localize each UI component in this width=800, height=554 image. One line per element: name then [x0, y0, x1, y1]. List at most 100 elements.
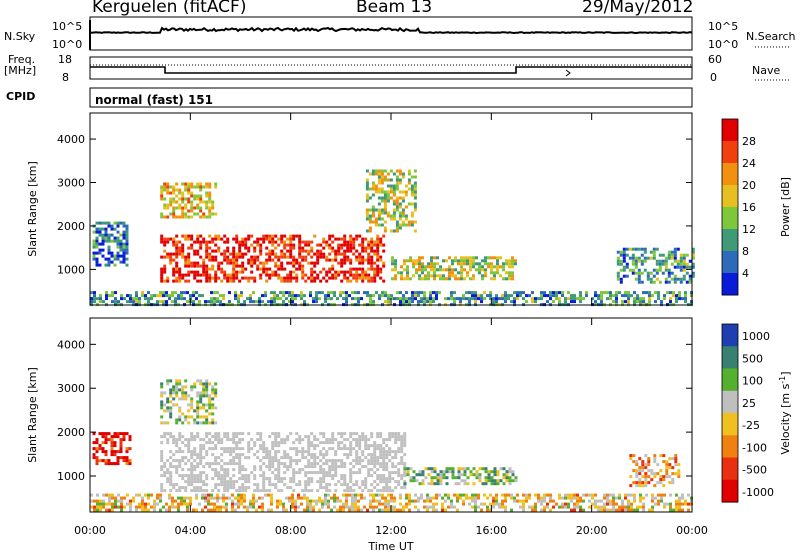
scatter-cell — [190, 438, 194, 442]
scatter-cell — [340, 243, 344, 247]
scatter-cell — [679, 256, 683, 260]
scatter-cell — [493, 265, 496, 269]
scatter-cell — [546, 493, 549, 497]
scatter-cell — [370, 432, 374, 436]
scatter-cell — [385, 489, 389, 493]
scatter-cell — [313, 279, 317, 283]
scatter-cell — [627, 502, 630, 506]
scatter-cell — [286, 243, 290, 247]
scatter-cell — [672, 508, 675, 512]
y-axis-label: Slant Range [km] — [26, 367, 39, 463]
scatter-cell — [129, 502, 132, 506]
scatter-cell — [636, 294, 639, 298]
scatter-cell — [160, 465, 164, 469]
scatter-cell — [364, 465, 368, 469]
scatter-cell — [484, 256, 487, 260]
scatter-cell — [475, 256, 478, 260]
scatter-cell — [211, 206, 215, 210]
scatter-cell — [394, 435, 398, 439]
scatter-cell — [199, 391, 203, 395]
scatter-cell — [220, 483, 224, 487]
scatter-cell — [274, 273, 278, 277]
scatter-cell — [418, 470, 422, 474]
colorbar-segment — [722, 368, 738, 392]
scatter-cell — [674, 472, 678, 476]
scatter-cell — [404, 193, 408, 197]
scatter-cell — [241, 243, 245, 247]
scatter-cell — [289, 456, 293, 460]
scatter-cell — [510, 496, 513, 500]
scatter-cell — [475, 268, 478, 272]
scatter-cell — [202, 200, 206, 204]
scatter-cell — [336, 508, 339, 512]
scatter-cell — [423, 300, 426, 304]
scatter-cell — [172, 435, 176, 439]
scatter-cell — [401, 208, 405, 212]
scatter-cell — [414, 505, 417, 509]
scatter-cell — [319, 471, 323, 475]
scatter-cell — [410, 184, 414, 188]
scatter-cell — [295, 258, 299, 262]
scatter-cell — [355, 456, 359, 460]
scatter-cell — [672, 291, 675, 295]
scatter-cell — [111, 291, 114, 295]
scatter-cell — [468, 297, 471, 301]
scatter-cell — [98, 230, 102, 234]
scatter-cell — [247, 276, 251, 280]
scatter-cell — [370, 243, 374, 247]
scatter-cell — [597, 297, 600, 301]
scatter-cell — [393, 496, 396, 500]
scatter-cell — [382, 453, 386, 457]
scatter-cell — [274, 234, 278, 238]
scatter-cell — [679, 268, 683, 272]
scatter-cell — [175, 267, 179, 271]
scatter-cell — [160, 403, 164, 407]
scatter-cell — [597, 508, 600, 512]
scatter-cell — [660, 300, 663, 304]
scatter-cell — [289, 486, 293, 490]
scatter-cell — [225, 505, 228, 509]
scatter-cell — [166, 237, 170, 241]
scatter-cell — [256, 264, 260, 268]
scatter-cell — [129, 294, 132, 298]
scatter-cell — [343, 270, 347, 274]
scatter-cell — [451, 259, 454, 263]
scatter-cell — [505, 470, 509, 474]
scatter-cell — [345, 297, 348, 301]
scatter-cell — [202, 388, 206, 392]
scatter-cell — [226, 279, 230, 283]
scatter-cell — [214, 471, 218, 475]
scatter-cell — [406, 259, 409, 263]
scatter-cell — [415, 259, 418, 263]
scatter-cell — [420, 297, 423, 301]
scatter-cell — [477, 294, 480, 298]
scatter-cell — [513, 291, 516, 295]
scatter-cell — [205, 489, 209, 493]
scatter-cell — [433, 476, 437, 480]
scatter-cell — [343, 258, 347, 262]
scatter-cell — [646, 271, 650, 275]
scatter-cell — [90, 300, 93, 304]
scatter-cell — [564, 505, 567, 509]
scatter-cell — [426, 508, 429, 512]
scatter-cell — [108, 496, 111, 500]
scatter-cell — [208, 206, 212, 210]
scatter-cell — [184, 273, 188, 277]
scatter-cell — [642, 502, 645, 506]
scatter-cell — [190, 477, 194, 481]
scatter-cell — [117, 499, 120, 503]
y-tick-label: 1000 — [57, 470, 85, 483]
scatter-cell — [101, 221, 105, 225]
scatter-cell — [184, 385, 188, 389]
scatter-cell — [349, 477, 353, 481]
scatter-cell — [304, 465, 308, 469]
scatter-cell — [178, 409, 182, 413]
scatter-cell — [361, 246, 365, 250]
scatter-cell — [334, 462, 338, 466]
scatter-cell — [579, 499, 582, 503]
scatter-cell — [289, 249, 293, 253]
scatter-cell — [235, 255, 239, 259]
scatter-cell — [172, 403, 176, 407]
scatter-cell — [606, 493, 609, 497]
scatter-cell — [187, 264, 191, 268]
